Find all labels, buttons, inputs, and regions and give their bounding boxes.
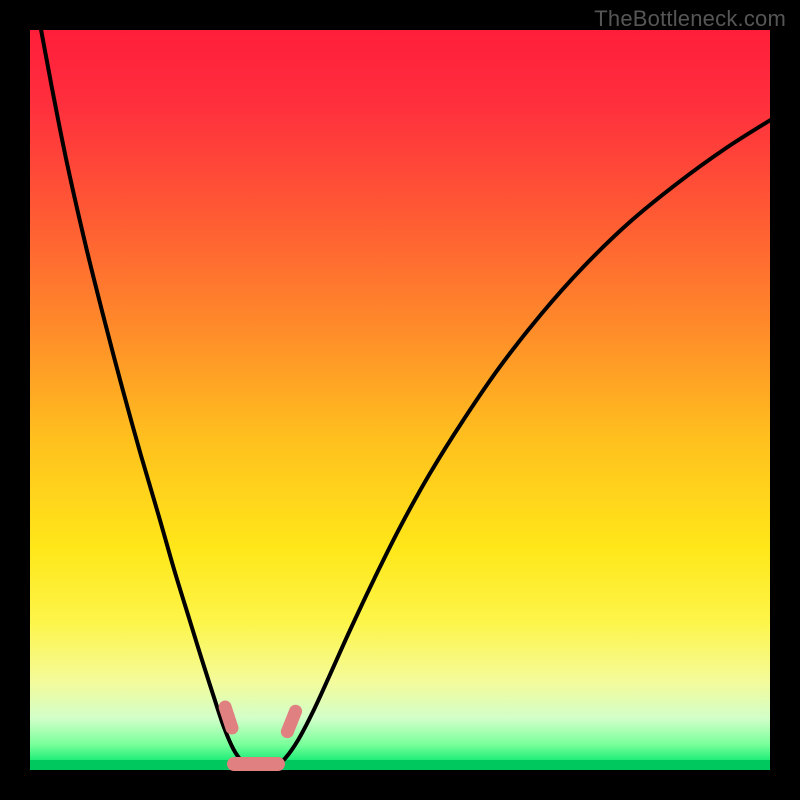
bottleneck-curve (30, 30, 770, 770)
outer-frame: TheBottleneck.com (0, 0, 800, 800)
plot-area (30, 30, 770, 770)
curve-marker-2 (227, 757, 285, 772)
attribution-text: TheBottleneck.com (594, 6, 786, 32)
